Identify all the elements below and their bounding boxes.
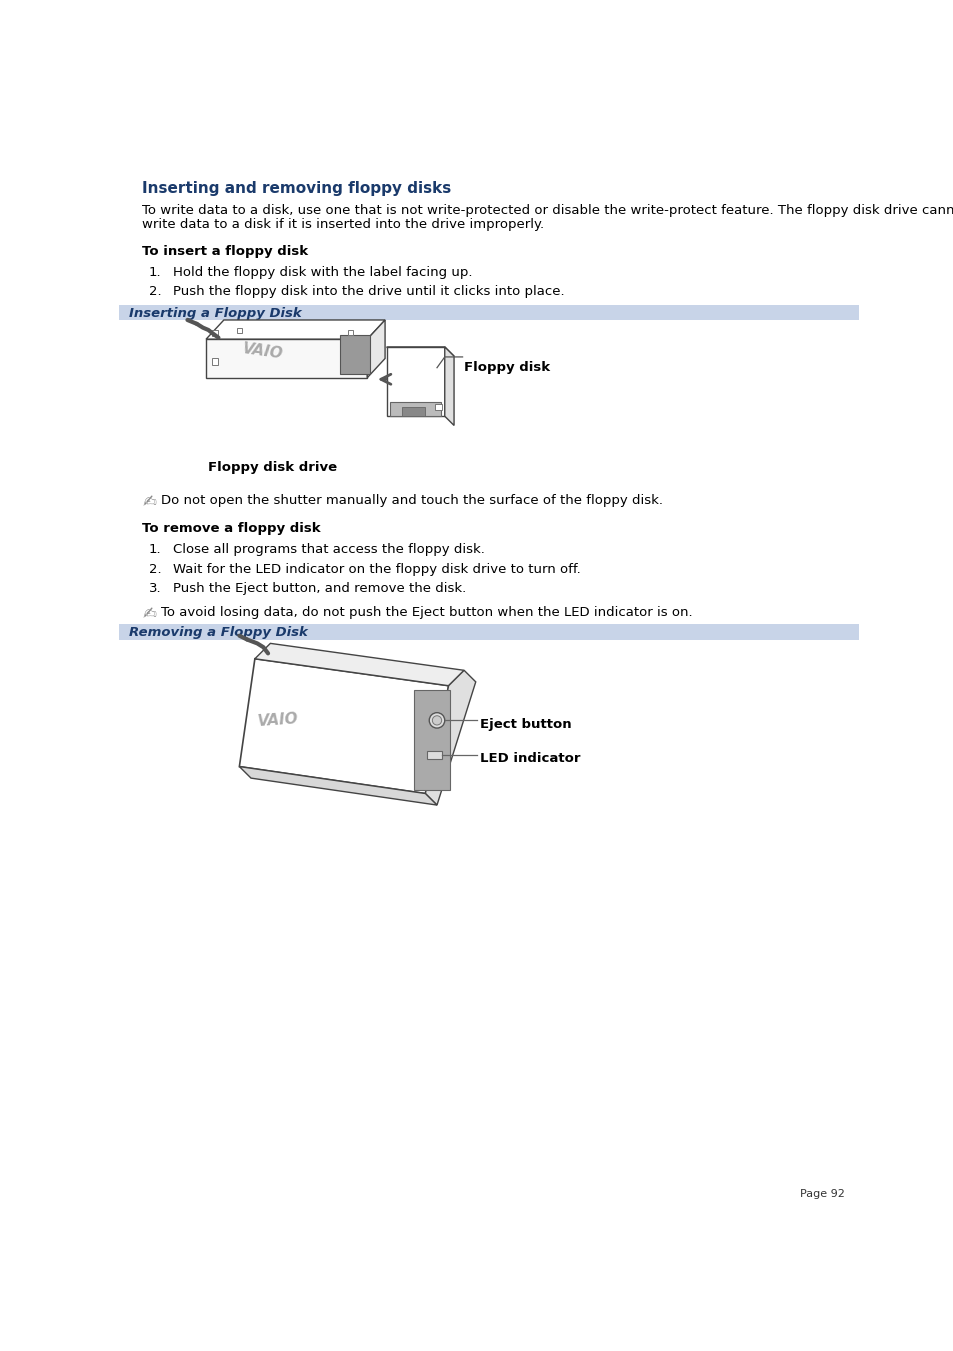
Bar bbox=[435, 404, 441, 411]
Text: VAIO: VAIO bbox=[241, 342, 284, 362]
Bar bbox=[340, 335, 369, 374]
Bar bbox=[348, 330, 353, 335]
Bar bbox=[236, 328, 242, 334]
Text: LED indicator: LED indicator bbox=[479, 753, 579, 766]
Text: Removing a Floppy Disk: Removing a Floppy Disk bbox=[129, 627, 307, 639]
Text: Close all programs that access the floppy disk.: Close all programs that access the flopp… bbox=[173, 543, 485, 557]
Text: Hold the floppy disk with the label facing up.: Hold the floppy disk with the label faci… bbox=[173, 266, 473, 280]
Text: To avoid losing data, do not push the Eject button when the LED indicator is on.: To avoid losing data, do not push the Ej… bbox=[161, 605, 692, 619]
Text: Page 92: Page 92 bbox=[799, 1189, 843, 1198]
Text: 1.: 1. bbox=[149, 543, 161, 557]
Polygon shape bbox=[367, 320, 385, 378]
Text: ✍: ✍ bbox=[142, 493, 156, 511]
Text: Push the Eject button, and remove the disk.: Push the Eject button, and remove the di… bbox=[173, 582, 466, 594]
Text: VAIO: VAIO bbox=[256, 712, 299, 730]
Text: 1.: 1. bbox=[149, 266, 161, 280]
Polygon shape bbox=[206, 339, 367, 378]
Text: Floppy disk drive: Floppy disk drive bbox=[208, 461, 337, 474]
Polygon shape bbox=[239, 766, 436, 805]
Bar bbox=[427, 751, 442, 759]
Text: To remove a floppy disk: To remove a floppy disk bbox=[142, 523, 321, 535]
Text: To write data to a disk, use one that is not write-protected or disable the writ: To write data to a disk, use one that is… bbox=[142, 204, 953, 218]
Text: 3.: 3. bbox=[149, 582, 161, 594]
Text: Push the floppy disk into the drive until it clicks into place.: Push the floppy disk into the drive unti… bbox=[173, 285, 564, 299]
Ellipse shape bbox=[432, 716, 441, 725]
Polygon shape bbox=[206, 320, 385, 339]
Text: 2.: 2. bbox=[149, 562, 161, 576]
Polygon shape bbox=[425, 670, 476, 805]
Polygon shape bbox=[386, 347, 444, 416]
Text: write data to a disk if it is inserted into the drive improperly.: write data to a disk if it is inserted i… bbox=[142, 219, 544, 231]
Text: 2.: 2. bbox=[149, 285, 161, 299]
Text: Floppy disk: Floppy disk bbox=[464, 361, 550, 374]
Text: Do not open the shutter manually and touch the surface of the floppy disk.: Do not open the shutter manually and tou… bbox=[161, 494, 662, 507]
Text: To insert a floppy disk: To insert a floppy disk bbox=[142, 246, 309, 258]
Bar bbox=[119, 624, 858, 639]
Bar bbox=[212, 330, 218, 336]
Polygon shape bbox=[254, 643, 464, 686]
Bar bbox=[119, 304, 858, 320]
Text: Inserting a Floppy Disk: Inserting a Floppy Disk bbox=[129, 307, 301, 320]
Text: Wait for the LED indicator on the floppy disk drive to turn off.: Wait for the LED indicator on the floppy… bbox=[173, 562, 580, 576]
Text: Inserting and removing floppy disks: Inserting and removing floppy disks bbox=[142, 181, 452, 196]
Bar bbox=[212, 358, 218, 365]
Polygon shape bbox=[386, 347, 454, 357]
Polygon shape bbox=[444, 347, 454, 426]
Ellipse shape bbox=[429, 713, 444, 728]
Text: ✍: ✍ bbox=[142, 605, 156, 623]
Polygon shape bbox=[239, 659, 448, 793]
Polygon shape bbox=[414, 689, 450, 790]
Bar bbox=[402, 407, 425, 416]
Text: Eject button: Eject button bbox=[479, 717, 571, 731]
Bar bbox=[390, 403, 440, 416]
